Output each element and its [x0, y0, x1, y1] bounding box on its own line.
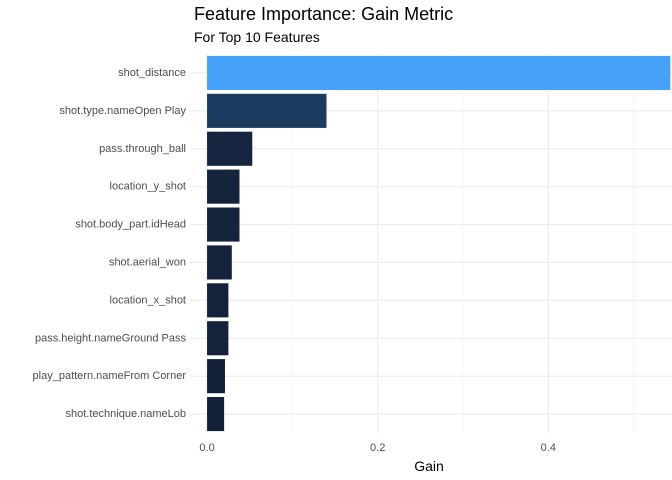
y-tick-label: location_x_shot — [110, 294, 186, 306]
x-axis-title: Gain — [414, 458, 444, 474]
x-tick-label: 0.4 — [541, 442, 556, 454]
bar — [207, 321, 229, 356]
y-tick-label: shot.body_part.idHead — [75, 219, 186, 231]
bars — [207, 55, 671, 432]
bar — [207, 396, 225, 432]
y-tick-label: pass.through_ball — [99, 143, 186, 155]
y-tick-label: shot.aerial_won — [109, 256, 186, 268]
x-tick-label: 0.0 — [199, 442, 214, 454]
bar — [207, 245, 232, 280]
bar — [207, 283, 229, 318]
chart-subtitle: For Top 10 Features — [194, 29, 320, 45]
y-tick-label: location_y_shot — [110, 181, 186, 193]
y-axis-tick-labels: shot_distance shot.type.nameOpen Play pass… — [33, 67, 187, 420]
x-axis-tick-labels: 0.0 0.2 0.4 — [199, 442, 556, 454]
y-tick-label: shot_distance — [118, 67, 186, 79]
bar — [207, 55, 671, 91]
y-tick-label: pass.height.nameGround Pass — [35, 332, 187, 344]
y-tick-label: shot.type.nameOpen Play — [59, 105, 186, 117]
bar — [207, 359, 225, 394]
y-tick-label: play_pattern.nameFrom Corner — [33, 370, 187, 382]
x-tick-label: 0.2 — [370, 442, 385, 454]
bar — [207, 207, 240, 242]
bar — [207, 131, 253, 166]
y-tick-label: shot.technique.nameLob — [66, 408, 186, 420]
bar — [207, 93, 327, 128]
bar — [207, 169, 240, 204]
chart-title: Feature Importance: Gain Metric — [194, 4, 454, 24]
